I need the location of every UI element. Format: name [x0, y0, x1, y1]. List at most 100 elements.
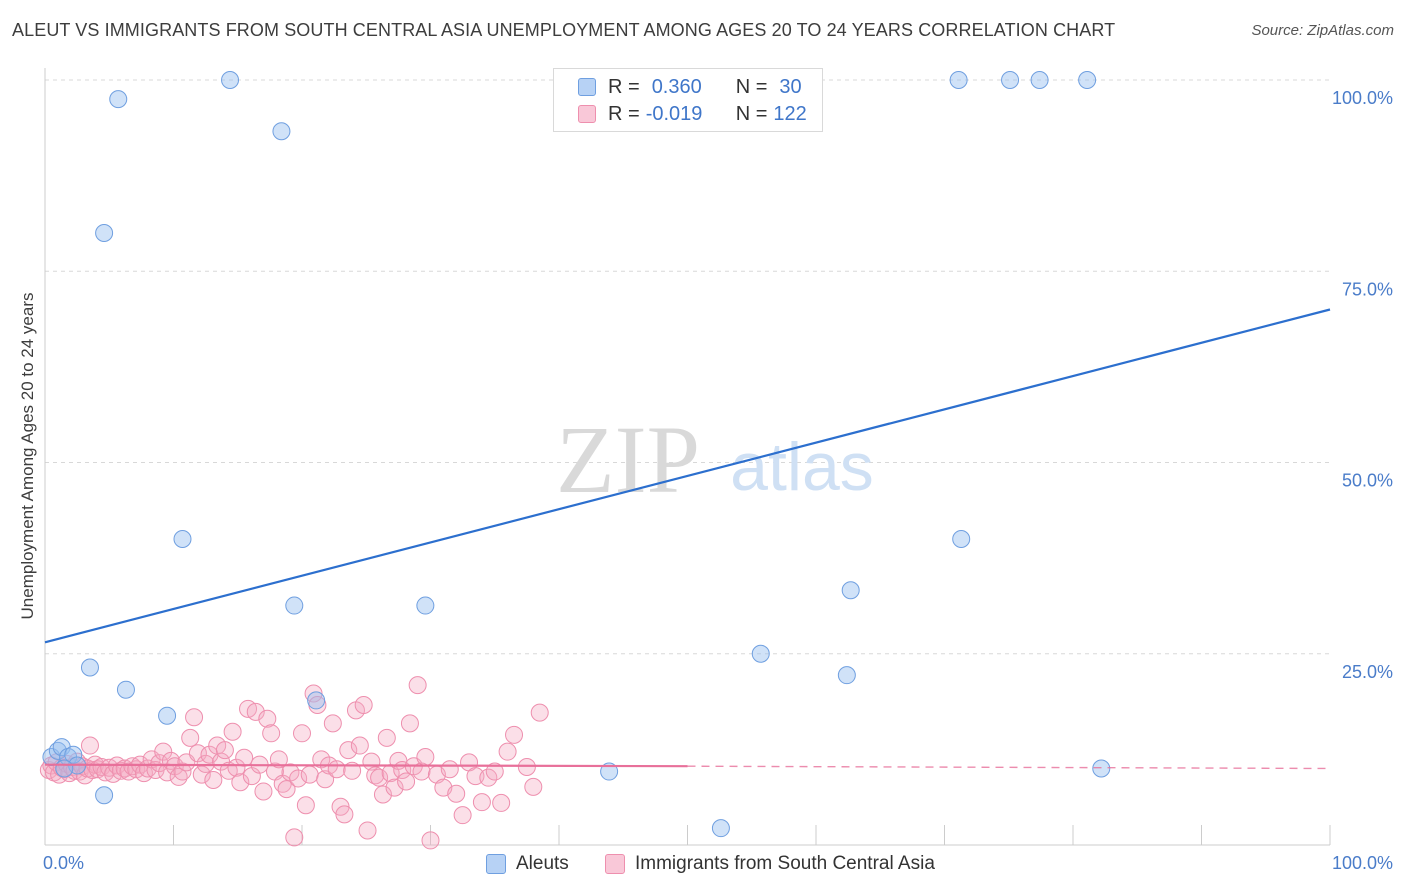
immigrants-point: [185, 708, 204, 727]
immigrants-trend-line: [44, 763, 688, 768]
legend-r-label: R =: [608, 75, 640, 98]
legend-row-aleuts: R = 0.360 N = 30: [578, 74, 802, 100]
legend-n-label: N =: [735, 102, 768, 125]
immigrants-point: [440, 760, 459, 779]
immigrants-point: [327, 760, 346, 779]
immigrants-point: [530, 703, 549, 722]
aleut-point: [116, 680, 135, 699]
tick-labels: 25.0% 50.0% 75.0% 100.0% 0.0% 100.0%: [43, 88, 1393, 873]
immigrants-point: [354, 696, 373, 715]
immigrants-point: [524, 777, 543, 796]
immigrants-point: [246, 702, 265, 721]
immigrants-point: [235, 748, 254, 767]
legend-row-immigrants: R = -0.019 N = 122: [578, 101, 807, 127]
legend-r-value: -0.019: [645, 102, 703, 125]
immigrants-point: [150, 754, 169, 773]
immigrants-point: [269, 750, 288, 769]
aleut-point: [95, 786, 114, 805]
immigrants-point: [343, 761, 362, 780]
immigrants-point: [397, 772, 416, 791]
aleut-point: [95, 224, 114, 242]
chart-title: ALEUT VS IMMIGRANTS FROM SOUTH CENTRAL A…: [12, 20, 1116, 40]
immigrants-point: [492, 793, 511, 812]
aleut-point: [55, 759, 74, 778]
immigrants-point: [373, 785, 392, 804]
immigrants-point: [154, 742, 173, 761]
immigrants-point: [466, 767, 485, 786]
aleut-point: [272, 122, 291, 141]
watermark: ZIP atlas: [556, 406, 874, 513]
aleut-point: [1092, 759, 1111, 778]
aleut-point: [711, 819, 730, 838]
stats-legend: R = 0.360 N = 30 R = -0.019 N = 122: [553, 68, 823, 132]
aleut-point: [1001, 71, 1020, 89]
legend-swatch-immigrants: [578, 105, 596, 123]
grid-lines: [45, 79, 1330, 655]
immigrants-point: [215, 741, 234, 760]
immigrants-point: [350, 736, 369, 755]
immigrants-point: [254, 782, 273, 801]
immigrants-point: [335, 805, 354, 824]
aleut-point: [307, 691, 326, 710]
aleut-point: [1030, 71, 1049, 89]
immigrants-point: [377, 728, 396, 747]
immigrants-point: [316, 770, 335, 789]
x-tick-label: 0.0%: [43, 853, 84, 873]
immigrants-point: [300, 765, 319, 784]
aleut-point: [173, 530, 192, 548]
bottom-legend-aleuts: Aleuts: [486, 851, 569, 877]
source-label: Source: ZipAtlas.com: [1251, 22, 1394, 39]
watermark-zip: ZIP: [556, 406, 700, 513]
immigrants-point: [285, 828, 304, 847]
y-tick-label: 75.0%: [1342, 279, 1393, 299]
immigrants-point: [370, 768, 389, 787]
immigrants-point: [258, 709, 277, 728]
legend-r-label: R =: [608, 102, 640, 125]
immigrants-point: [412, 762, 431, 781]
trend-lines: [44, 308, 1331, 770]
legend-n-value: 122: [773, 102, 807, 125]
axes: [44, 68, 1331, 846]
immigrants-point: [416, 748, 435, 767]
immigrants-trend-extension: [687, 765, 1331, 770]
immigrants-point: [358, 821, 377, 840]
aleut-point: [841, 581, 860, 600]
aleut-point: [952, 530, 971, 548]
y-tick-label: 50.0%: [1342, 471, 1393, 491]
bottom-swatch-immigrants: [605, 854, 625, 874]
aleut-point: [64, 745, 83, 764]
immigrants-point: [323, 714, 342, 733]
immigrants-point: [196, 754, 215, 773]
aleut-point: [837, 666, 856, 685]
aleut-point: [158, 706, 177, 725]
immigrants-points: [39, 676, 549, 850]
legend-n-value: 30: [779, 75, 802, 98]
legend-swatch-aleuts: [578, 78, 596, 96]
bottom-legend-aleuts-label: Aleuts: [516, 853, 569, 874]
aleut-point: [751, 644, 770, 663]
legend-n-label: N =: [735, 75, 768, 98]
legend-r-value: 0.360: [651, 75, 702, 98]
aleut-points: [42, 71, 1111, 838]
watermark-atlas: atlas: [730, 429, 874, 505]
immigrants-point: [385, 778, 404, 797]
bottom-legend-immigrants-label: Immigrants from South Central Asia: [635, 853, 935, 874]
immigrants-point: [173, 762, 192, 781]
bottom-legend-immigrants: Immigrants from South Central Asia: [605, 851, 935, 877]
immigrants-point: [293, 724, 311, 743]
immigrants-point: [262, 724, 281, 743]
immigrants-point: [472, 793, 491, 812]
immigrants-point: [400, 714, 419, 733]
immigrants-point: [296, 796, 315, 815]
immigrants-point: [517, 757, 536, 776]
immigrants-point: [339, 741, 358, 760]
immigrants-point: [223, 722, 242, 741]
immigrants-point: [453, 806, 472, 825]
immigrants-point: [231, 773, 250, 792]
y-tick-label: 25.0%: [1342, 662, 1393, 682]
immigrants-point: [227, 758, 246, 777]
immigrants-point: [505, 725, 524, 744]
y-tick-label: 100.0%: [1332, 88, 1393, 108]
aleut-point: [949, 71, 968, 89]
